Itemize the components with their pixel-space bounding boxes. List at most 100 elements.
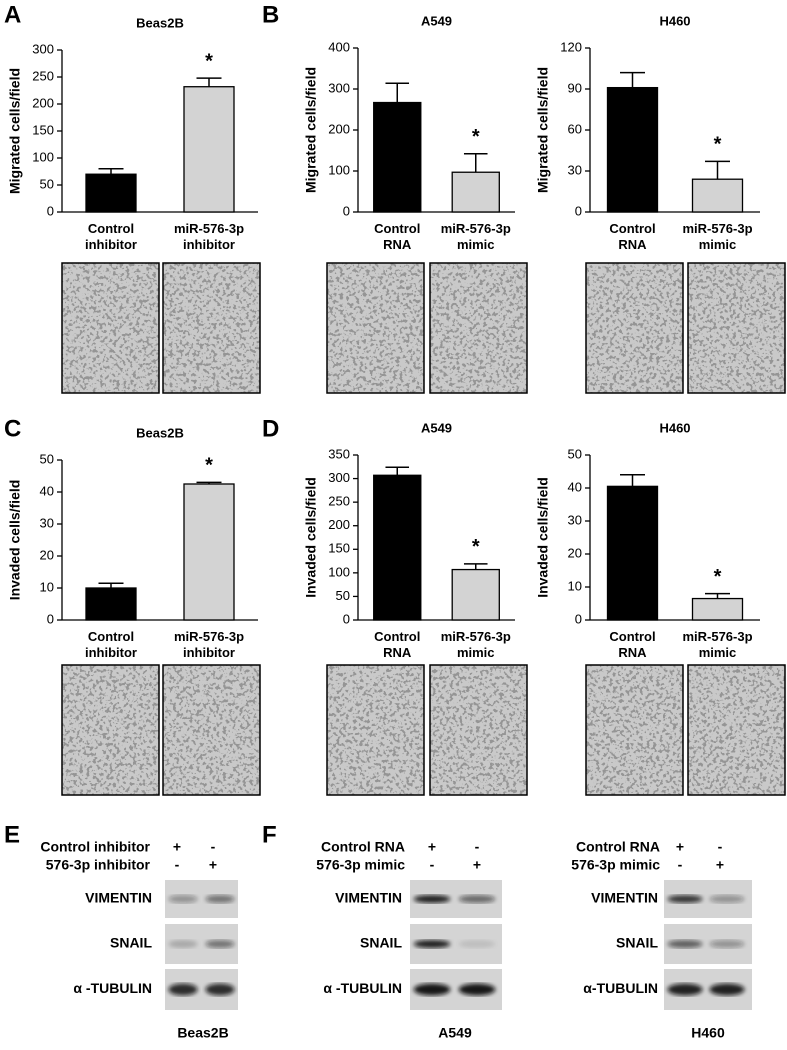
y-tick-label: 10: [40, 579, 54, 594]
blot-band: [709, 895, 745, 903]
micrograph-cells: [163, 665, 260, 795]
bar: [606, 86, 659, 213]
y-tick-label: 200: [328, 121, 350, 136]
x-tick-label: miR-576-3p mimic: [441, 629, 511, 660]
protein-label: SNAIL: [616, 935, 658, 951]
micrograph-frame: [162, 262, 261, 394]
y-tick-label: 100: [328, 162, 350, 177]
protein-label: SNAIL: [110, 935, 152, 951]
x-tick-label: miR-576-3p mimic: [682, 221, 752, 252]
y-tick-label: 90: [568, 80, 582, 95]
y-tick-label: 300: [32, 41, 54, 56]
significance-star: *: [472, 536, 480, 558]
y-tick-label: 150: [328, 541, 350, 556]
x-tick-label: Control inhibitor: [85, 629, 137, 660]
y-tick-label: 200: [328, 517, 350, 532]
panel-letter: A: [4, 1, 21, 28]
panel-letter: D: [262, 415, 279, 442]
bar: [183, 483, 235, 621]
y-tick-label: 30: [568, 512, 582, 527]
x-tick-label: Control RNA: [609, 221, 655, 252]
condition-mark: -: [175, 857, 180, 873]
x-tick-label: Control RNA: [374, 629, 420, 660]
micrograph-frame: [687, 664, 786, 796]
protein-label: α -TUBULIN: [323, 980, 402, 996]
blot-band: [667, 983, 703, 996]
y-tick-label: 300: [328, 80, 350, 95]
blot-band: [168, 983, 198, 996]
micrograph-cells: [586, 263, 683, 393]
y-axis-label: Migrated cells/field: [535, 67, 551, 193]
significance-star: *: [714, 134, 722, 156]
micrograph-cells: [327, 263, 424, 393]
y-tick-label: 30: [568, 162, 582, 177]
protein-label: α-TUBULIN: [583, 980, 658, 996]
y-tick-label: 40: [568, 479, 582, 494]
blot-band: [413, 895, 451, 903]
x-tick-label: Control RNA: [374, 221, 420, 252]
chart-title: H460: [659, 420, 690, 435]
blot-band: [205, 940, 235, 948]
protein-label: VIMENTIN: [335, 890, 402, 906]
blot-band: [709, 940, 745, 948]
x-tick-label: miR-576-3p mimic: [441, 221, 511, 252]
condition-mark: +: [209, 857, 217, 873]
micrograph-cells: [62, 665, 159, 795]
y-tick-label: 50: [336, 588, 350, 603]
y-tick-label: 0: [343, 203, 350, 218]
x-tick-label: Control inhibitor: [85, 221, 137, 252]
blot-band: [168, 895, 198, 903]
panel-letter: E: [4, 821, 20, 848]
y-axis-label: Migrated cells/field: [7, 68, 23, 194]
blot-band: [205, 895, 235, 903]
y-tick-label: 20: [568, 545, 582, 560]
y-axis-label: Migrated cells/field: [303, 67, 319, 193]
micrograph-frame: [326, 262, 425, 394]
micrograph-frame: [429, 262, 528, 394]
condition-mark: -: [430, 857, 435, 873]
y-axis-label: Invaded cells/field: [7, 480, 23, 601]
x-tick-label: miR-576-3p inhibitor: [174, 221, 244, 252]
y-axis-label: Invaded cells/field: [535, 477, 551, 598]
significance-star: *: [205, 50, 213, 72]
cell-line-label: Beas2B: [177, 1025, 228, 1041]
chart-title: A549: [421, 13, 452, 28]
significance-star: *: [472, 126, 480, 148]
significance-star: *: [714, 566, 722, 588]
y-tick-label: 0: [575, 611, 582, 626]
cell-line-label: H460: [691, 1025, 725, 1041]
panel-letter: C: [4, 415, 21, 442]
micrograph-frame: [61, 262, 160, 394]
condition-label: Control RNA: [576, 839, 660, 855]
x-tick-label: Control RNA: [609, 629, 655, 660]
y-tick-label: 300: [328, 470, 350, 485]
blot-band: [667, 895, 703, 903]
y-tick-label: 0: [575, 203, 582, 218]
y-tick-label: 120: [560, 39, 582, 54]
chart-title: A549: [421, 420, 452, 435]
y-tick-label: 20: [40, 547, 54, 562]
micrograph-cells: [163, 263, 260, 393]
micrograph-frame: [326, 664, 425, 796]
condition-mark: -: [718, 839, 723, 855]
y-tick-label: 250: [328, 494, 350, 509]
panel-letter: B: [262, 1, 279, 28]
y-tick-label: 0: [343, 611, 350, 626]
micrograph-cells: [62, 263, 159, 393]
y-tick-label: 50: [40, 451, 54, 466]
condition-mark: +: [716, 857, 724, 873]
protein-label: α -TUBULIN: [73, 980, 152, 996]
bar: [85, 173, 137, 213]
chart-title: H460: [659, 13, 690, 28]
micrograph-frame: [687, 262, 786, 394]
y-tick-label: 60: [568, 121, 582, 136]
protein-label: VIMENTIN: [85, 890, 152, 906]
y-tick-label: 50: [568, 446, 582, 461]
condition-mark: +: [173, 839, 181, 855]
blot-band: [667, 940, 703, 948]
panel-letter: F: [262, 821, 277, 848]
condition-label: 576-3p mimic: [316, 857, 405, 873]
significance-star: *: [205, 455, 213, 477]
blot-band: [458, 940, 496, 948]
